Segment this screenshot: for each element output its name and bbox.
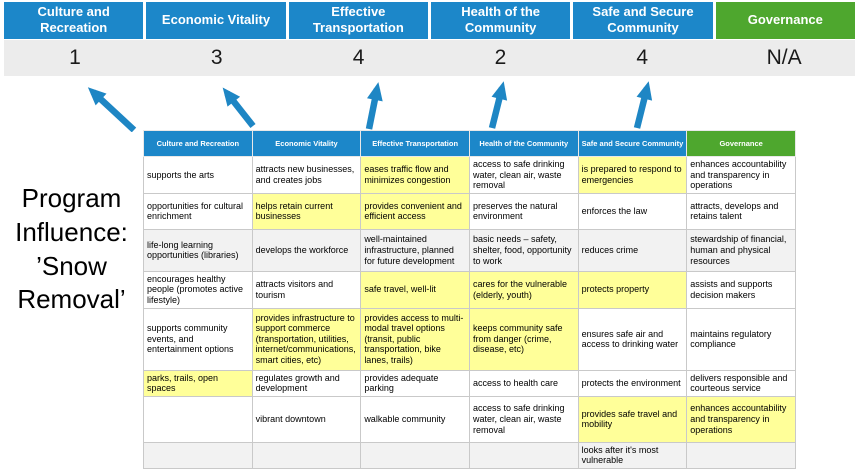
arrow-health-icon — [488, 81, 508, 129]
arrow-transportation-icon — [365, 82, 383, 130]
matrix-cell: attracts new businesses, and creates job… — [251, 156, 362, 194]
matrix-cell: reduces crime — [577, 228, 688, 272]
matrix-header-effective-transportation: Effective Transportation — [360, 130, 470, 157]
matrix-cell: develops the workforce — [251, 228, 362, 272]
matrix-cell: provides infrastructure to support comme… — [251, 307, 362, 371]
matrix-cell: life-long learning opportunities (librar… — [143, 228, 253, 272]
arrow-economic-icon — [222, 87, 256, 129]
matrix-cell: attracts visitors and tourism — [251, 270, 362, 309]
table-row: parks, trails, open spaces regulates grow… — [143, 369, 796, 397]
matrix-cell — [143, 395, 253, 443]
score-economic-vitality: 3 — [210, 46, 223, 69]
matrix-cell: enforces the law — [577, 192, 688, 230]
matrix-cell — [468, 441, 579, 469]
matrix-cell: provides access to multi-modal travel op… — [360, 307, 470, 371]
matrix-cell: encourages healthy people (promotes acti… — [143, 270, 253, 309]
matrix-cell: well-maintained infrastructure, planned … — [360, 228, 470, 272]
matrix-header-governance: Governance — [686, 130, 796, 157]
matrix-cell: maintains regulatory compliance — [686, 307, 796, 371]
scoreboard-header-culture-and-recreation: Culture and Recreation — [4, 2, 144, 39]
score-culture-and-recreation: 1 — [69, 46, 81, 69]
arrow-culture-icon — [87, 87, 137, 132]
matrix-cell: is prepared to respond to emergencies — [577, 156, 688, 194]
matrix-cell — [143, 441, 253, 469]
score-effective-transportation: 4 — [352, 46, 365, 69]
matrix-cell: preserves the natural environment — [468, 192, 579, 230]
program-influence-title: Program Influence: ’Snow Removal’ — [15, 183, 128, 315]
matrix-cell: looks after it's most vulnerable — [577, 441, 688, 469]
scoreboard-header-health-of-the-community: Health of the Community — [430, 2, 571, 39]
matrix-cell: protects the environment — [577, 369, 688, 397]
matrix-cell: assists and supports decision makers — [686, 270, 796, 309]
matrix-header-culture-and-recreation: Culture and Recreation — [143, 130, 253, 157]
matrix-cell: provides convenient and efficient access — [360, 192, 470, 230]
scoreboard-headers: Culture and Recreation Economic Vitality E… — [4, 2, 855, 39]
matrix-cell: cares for the vulnerable (elderly, youth… — [468, 270, 579, 309]
matrix-cell: provides adequate parking — [360, 369, 470, 397]
matrix-cell: access to health care — [468, 369, 579, 397]
matrix-cell: supports community events, and entertain… — [143, 307, 253, 371]
matrix-cell: vibrant downtown — [251, 395, 362, 443]
score-arrows — [87, 81, 653, 132]
score-health-of-the-community: 2 — [494, 46, 507, 69]
scoreboard-header-safe-and-secure-community: Safe and Secure Community — [573, 2, 713, 39]
matrix-cell: keeps community safe from danger (crime,… — [468, 307, 579, 371]
matrix-cell: provides safe travel and mobility — [577, 395, 688, 443]
table-row: supports community events, and entertain… — [143, 307, 796, 371]
arrow-safe-icon — [633, 81, 653, 129]
table-row: vibrant downtown walkable community access… — [143, 395, 796, 443]
matrix-cell: access to safe drinking water, clean air… — [468, 156, 579, 194]
table-row: opportunities for cultural enrichment hel… — [143, 192, 796, 230]
matrix-cell — [686, 441, 796, 469]
table-row: encourages healthy people (promotes acti… — [143, 270, 796, 309]
matrix-header-safe-and-secure-community: Safe and Secure Community — [577, 130, 688, 157]
scoreboard-header-economic-vitality: Economic Vitality — [146, 2, 286, 39]
scoreboard-header-governance: Governance — [715, 2, 855, 39]
matrix-cell: access to safe drinking water, clean air… — [468, 395, 579, 443]
matrix-body: supports the arts attracts new businesses… — [143, 156, 796, 469]
matrix-cell: regulates growth and development — [251, 369, 362, 397]
matrix-cell: supports the arts — [143, 156, 253, 194]
influence-matrix: Culture and Recreation Economic Vitality E… — [143, 130, 796, 469]
matrix-cell: delivers responsible and courteous servi… — [686, 369, 796, 397]
table-row: supports the arts attracts new businesses… — [143, 156, 796, 194]
matrix-cell — [360, 441, 470, 469]
matrix-cell: ensures safe air and access to drinking … — [577, 307, 688, 371]
matrix-cell: stewardship of financial, human and phys… — [686, 228, 796, 272]
matrix-header-health-of-the-community: Health of the Community — [468, 130, 579, 157]
matrix-header-economic-vitality: Economic Vitality — [251, 130, 362, 157]
matrix-cell: enhances accountability and transparency… — [686, 395, 796, 443]
matrix-cell: basic needs – safety, shelter, food, opp… — [468, 228, 579, 272]
matrix-header-row: Culture and Recreation Economic Vitality E… — [143, 130, 796, 157]
scoreboard-scores: 1 3 4 2 4 N/A — [4, 40, 855, 76]
matrix-cell: enhances accountability and transparency… — [686, 156, 796, 194]
scoreboard-header-effective-transportation: Effective Transportation — [288, 2, 428, 39]
matrix-cell: protects property — [577, 270, 688, 309]
table-row: life-long learning opportunities (librar… — [143, 228, 796, 272]
matrix-cell: opportunities for cultural enrichment — [143, 192, 253, 230]
matrix-cell: walkable community — [360, 395, 470, 443]
matrix-cell: helps retain current businesses — [251, 192, 362, 230]
matrix-cell: safe travel, well-lit — [360, 270, 470, 309]
score-safe-and-secure-community: 4 — [636, 46, 649, 69]
matrix-cell: eases traffic flow and minimizes congest… — [360, 156, 470, 194]
matrix-cell: parks, trails, open spaces — [143, 369, 253, 397]
score-governance: N/A — [766, 46, 802, 69]
matrix-cell: attracts, develops and retains talent — [686, 192, 796, 230]
